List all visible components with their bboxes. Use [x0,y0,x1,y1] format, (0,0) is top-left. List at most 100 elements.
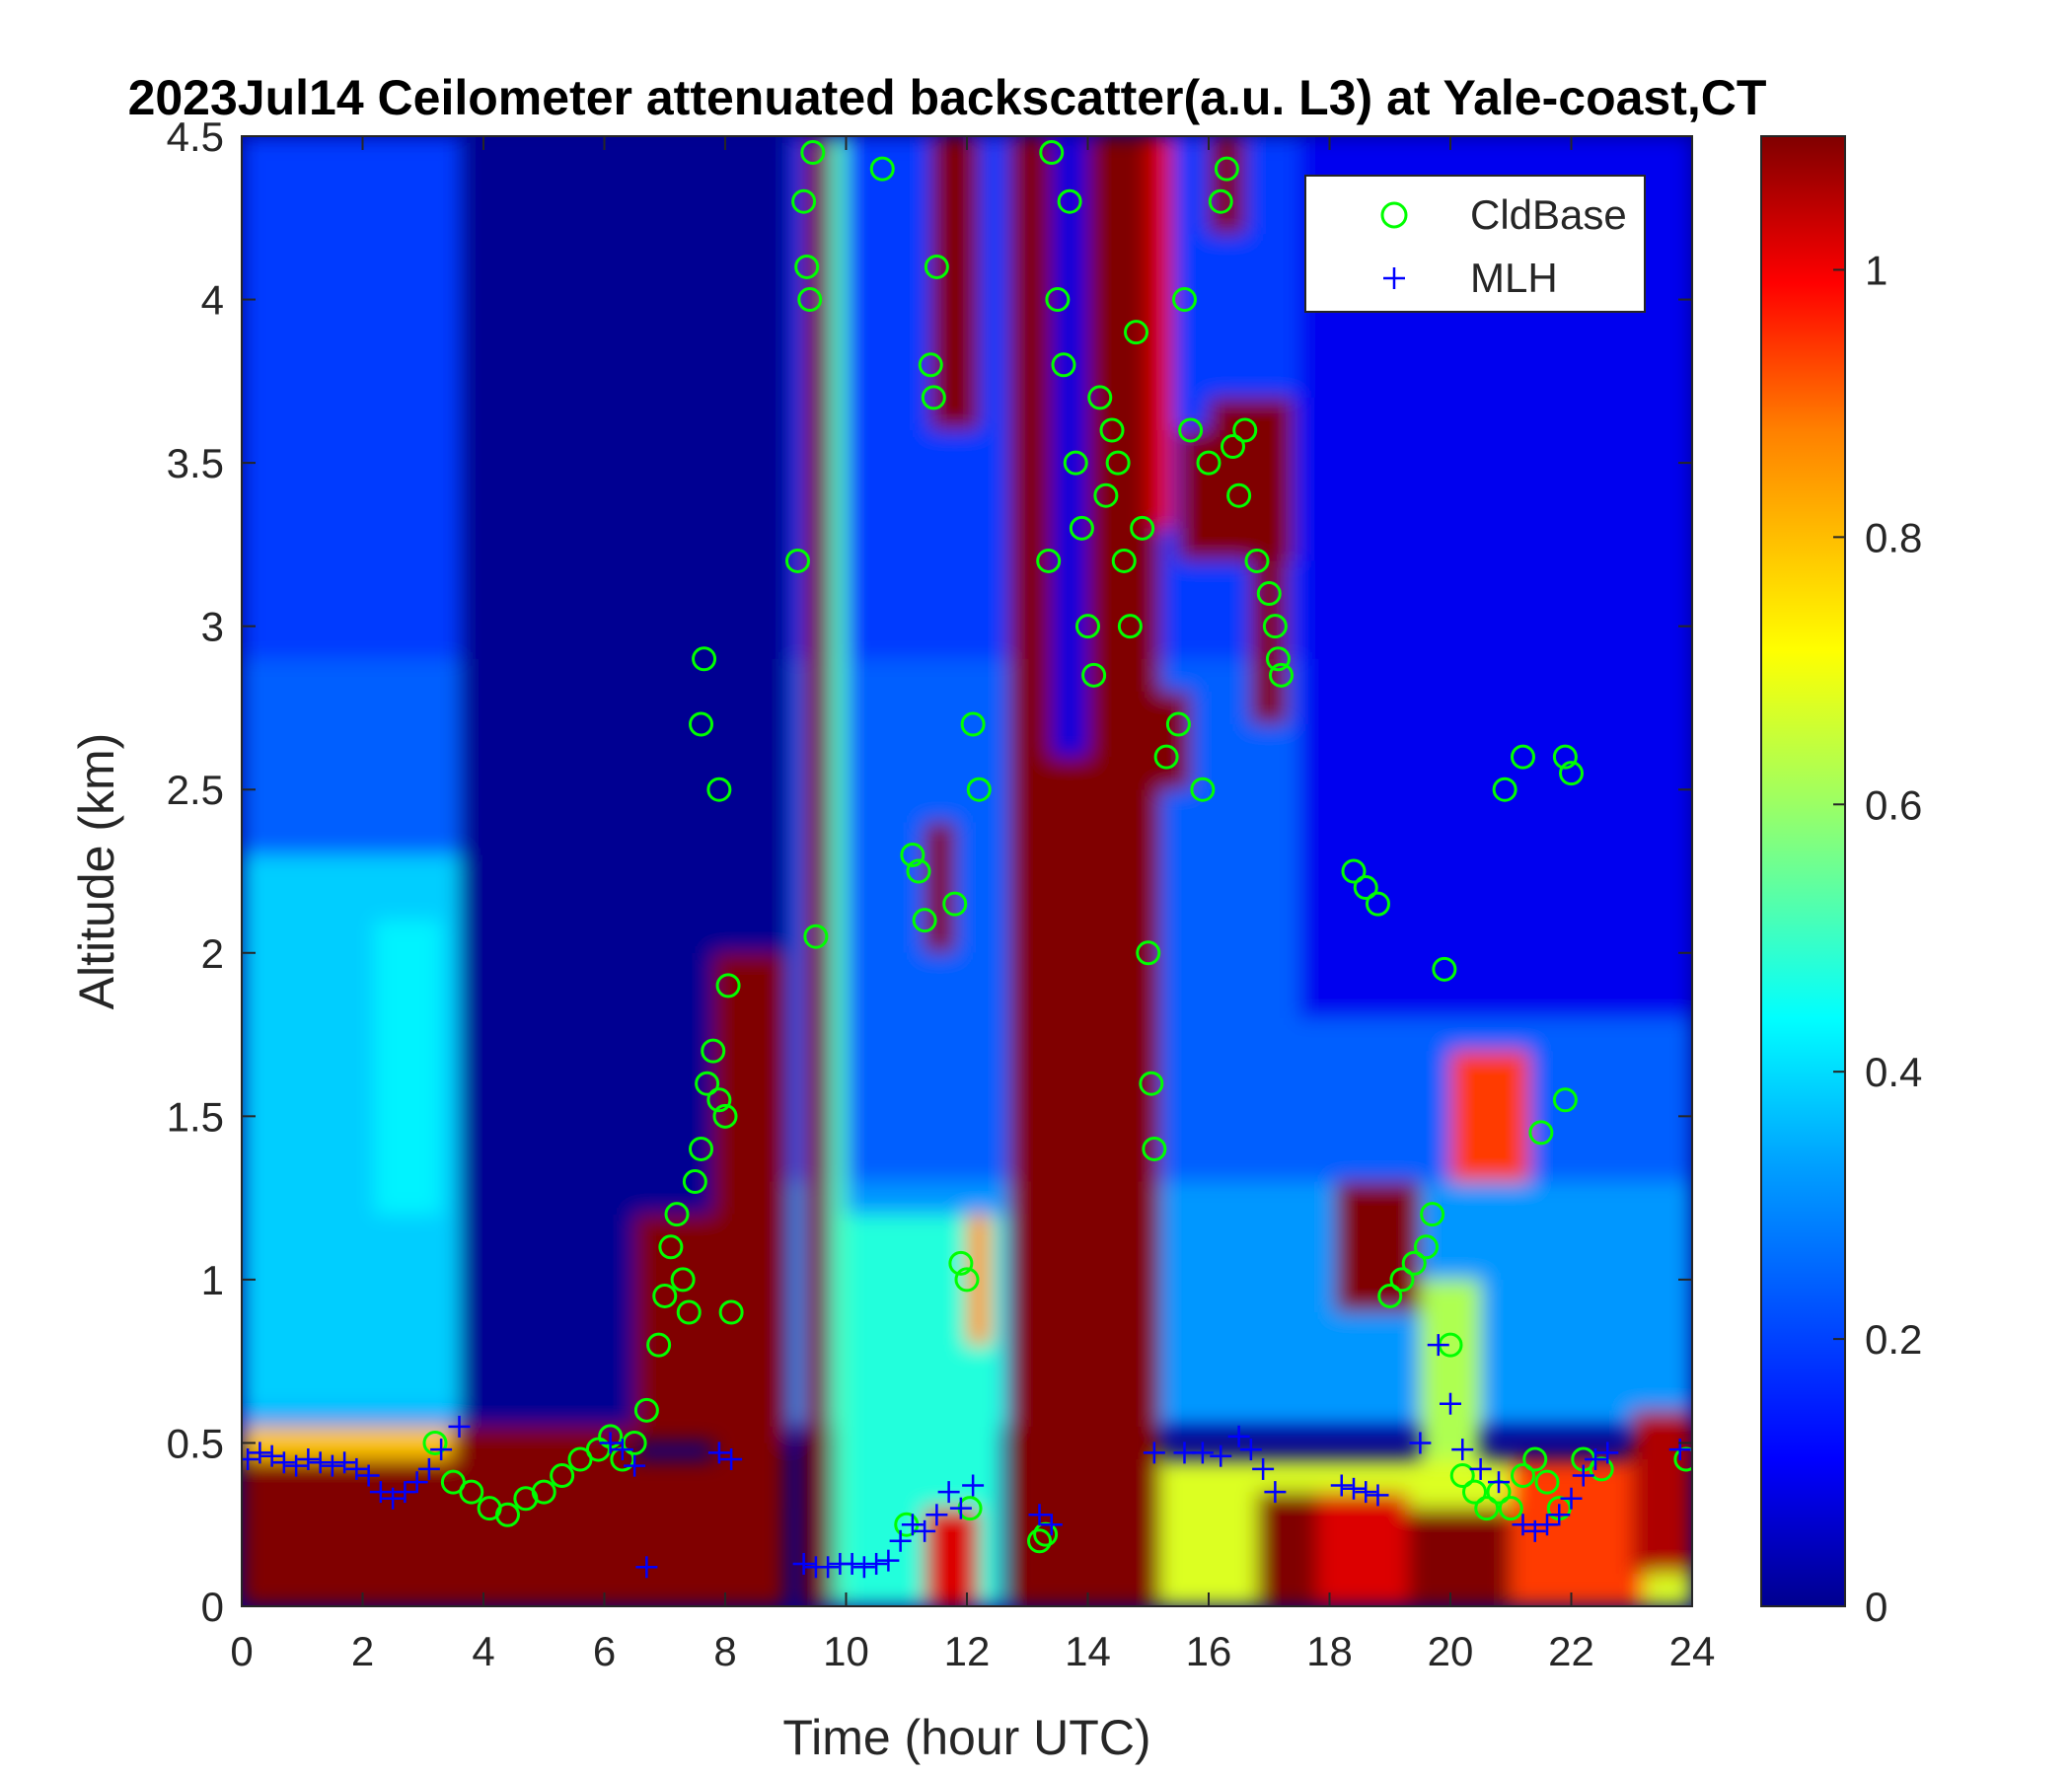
legend-mlh-marker [1383,267,1405,289]
mlh-series [242,1334,1691,1579]
cldbase-point [1036,548,1062,573]
cldbase-point [1039,140,1065,166]
cldbase-point [646,1332,672,1358]
heat-cell [1511,1459,1644,1606]
heat-cell [242,1426,460,1459]
cldbase-point [1432,956,1457,982]
heat-cell [1631,1410,1692,1574]
cldbase-point [1099,417,1125,443]
colorbar-tick-label: 0.2 [1865,1316,1922,1363]
cldbase-point [550,1463,575,1489]
x-tick-label: 18 [1306,1628,1353,1674]
cldbase-point [1265,646,1291,672]
cldbase-point [1552,1087,1578,1113]
x-tick-label: 6 [593,1628,616,1674]
cldbase-point [1208,188,1233,214]
colorbar-gradient [1760,135,1846,1607]
mlh-point [1191,1442,1214,1464]
mlh-point [1427,1334,1449,1357]
mlh-point [889,1529,912,1552]
cldbase-point [1087,385,1113,410]
cldbase-point [791,188,817,214]
mlh-point [1488,1471,1510,1494]
cldbase-point [1511,1463,1535,1489]
cldbase-point [785,548,810,573]
mlh-point [1572,1464,1594,1487]
cldbase-point [1111,548,1137,573]
y-tick-label: 1 [201,1257,224,1303]
chart-title: 2023Jul14 Ceilometer attenuated backscat… [128,70,1767,125]
cldbase-point [942,891,968,917]
cldbase-point [652,1283,678,1308]
legend: CldBase MLH [1304,175,1646,313]
cldbase-point [1075,614,1100,639]
cldbase-point [718,1299,744,1325]
cldbase-point [1420,1202,1445,1227]
mlh-point [925,1504,948,1526]
cldbase-point [1105,450,1131,476]
cldbase-point [1528,1120,1554,1146]
mlh-point [1210,1444,1232,1467]
heat-cell [1160,691,1191,790]
cldbase-point [715,973,741,999]
colorbar-tick-label: 0.4 [1865,1049,1922,1095]
cldbase-point [1232,417,1258,443]
mlh-point [1355,1481,1377,1504]
colorbar-tick-label: 0.8 [1865,514,1922,560]
cldbase-point [803,924,829,949]
heat-cell [1178,430,1209,561]
cldbase-point [633,1397,659,1423]
mlh-point [448,1415,471,1438]
heat-cell [803,136,829,1606]
mlh-point [1409,1432,1432,1454]
mlh-point [792,1552,815,1575]
x-tick-label: 14 [1065,1628,1111,1674]
heat-cell [925,822,955,953]
mlh-point [1548,1504,1571,1526]
cldbase-point [676,1299,702,1325]
heat-cell [1335,1181,1421,1312]
mlh-point [624,1454,646,1477]
cldbase-point [1353,875,1378,901]
mlh-point [707,1442,730,1464]
mlh-point [345,1457,368,1480]
heat-cell [1408,1508,1512,1606]
mlh-point [406,1471,428,1494]
mlh-point [430,1439,453,1461]
mlh-point [1560,1487,1583,1510]
mlh-point [297,1448,320,1470]
mlh-point [321,1454,343,1477]
cldbase-point [459,1479,484,1505]
mlh-point [1523,1519,1546,1542]
cldbase-point [692,646,717,672]
cldbase-point [689,711,713,737]
y-tick-label: 2 [201,930,224,977]
heat-cell [242,1459,786,1606]
cldbase-point [1045,287,1071,313]
cldbase-point [695,1071,720,1096]
mlh-point [1040,1514,1063,1536]
mlh-point [937,1481,960,1504]
cldbase-point [1262,614,1288,639]
cldbase-point [1414,1234,1439,1260]
cldbase-point [869,156,895,182]
cldbase-point [948,1250,974,1276]
cldbase-point [1172,287,1197,313]
cldbase-point [1142,1136,1167,1161]
heatmap-layer [242,136,1692,1606]
mlh-point [417,1457,440,1480]
cldbase-point [1221,434,1245,460]
legend-cldbase-marker [1380,201,1408,229]
cldbase-point [422,1430,448,1455]
y-tick-label: 4 [201,277,224,324]
cldbase-point [921,385,946,410]
cldbase-point [1081,662,1107,688]
colorbar-tick-label: 0 [1865,1584,1887,1630]
cldbase-point [906,858,931,884]
x-axis: 0 2 4 6 8 10 12 14 16 18 20 22 24 [230,136,1715,1674]
mlh-point [599,1432,622,1454]
mlh-point [1343,1477,1365,1500]
cldbase-point [1117,614,1143,639]
y-axis-label: Altitude (km) [69,733,124,1010]
